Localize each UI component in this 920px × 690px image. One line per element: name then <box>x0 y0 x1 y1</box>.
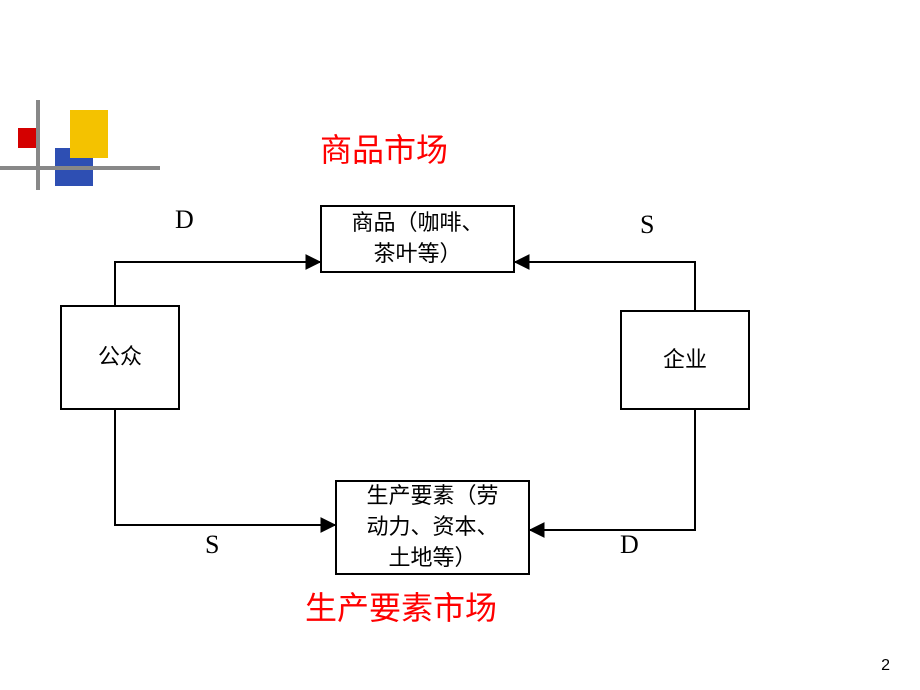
label-d-top: D <box>175 205 194 235</box>
node-goods: 商品（咖啡、 茶叶等） <box>320 205 515 273</box>
title-top: 商品市场 <box>320 125 448 171</box>
node-public-label: 公众 <box>98 342 142 373</box>
label-d-bottom: D <box>620 530 639 560</box>
node-enterprise: 企业 <box>620 310 750 410</box>
node-enterprise-label: 企业 <box>663 345 707 376</box>
node-public: 公众 <box>60 305 180 410</box>
title-bottom: 生产要素市场 <box>305 583 497 629</box>
node-factors-label: 生产要素（劳 动力、资本、 土地等） <box>366 481 498 573</box>
label-s-bottom: S <box>205 530 219 560</box>
node-goods-label: 商品（咖啡、 茶叶等） <box>351 208 483 270</box>
node-factors: 生产要素（劳 动力、资本、 土地等） <box>335 480 530 575</box>
label-s-top: S <box>640 210 654 240</box>
corner-deco <box>0 100 160 190</box>
page-number: 2 <box>881 657 890 675</box>
